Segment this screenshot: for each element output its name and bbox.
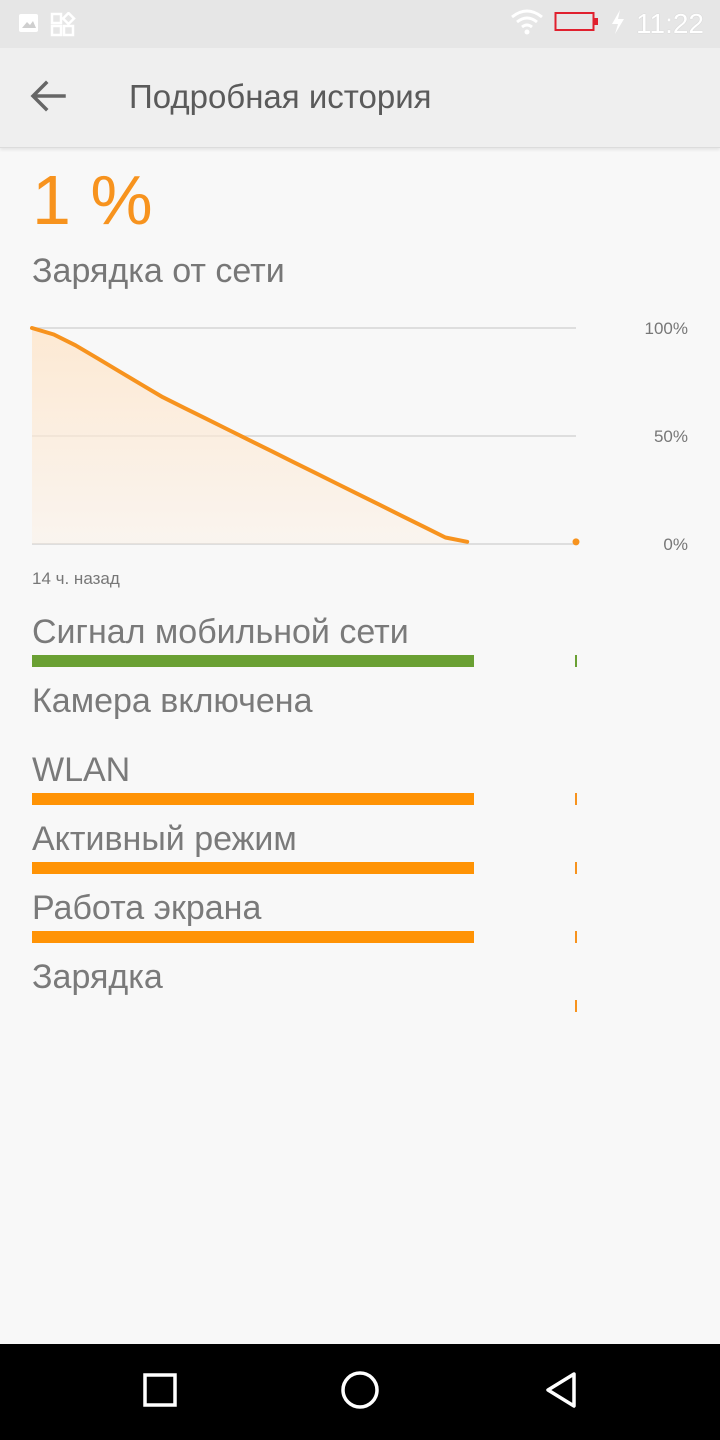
circle-home-icon: [340, 1370, 380, 1415]
back-arrow-icon: [30, 80, 66, 117]
chart-area-fill: [32, 328, 468, 544]
charging-bolt-icon: [610, 9, 626, 40]
history-row-bar: [32, 655, 474, 667]
history-row-end-tick: [575, 931, 577, 943]
y-tick-label: 100%: [645, 319, 688, 338]
home-button[interactable]: [336, 1368, 384, 1416]
history-row-bar: [32, 793, 474, 805]
page-title: Подробная история: [129, 78, 432, 115]
chart-end-point: [572, 538, 580, 546]
battery-history-chart: 100% 50% 0%: [30, 319, 688, 554]
history-row-end-tick: [575, 862, 577, 874]
recents-button[interactable]: [136, 1368, 184, 1416]
y-tick-label: 50%: [654, 427, 688, 446]
square-recents-icon: [142, 1372, 178, 1413]
history-row-label: Работа экрана: [32, 889, 262, 927]
history-row: Зарядка: [0, 945, 720, 1014]
battery-low-icon: [554, 11, 600, 38]
nav-back-button[interactable]: [536, 1368, 584, 1416]
app-bar: Подробная история: [0, 48, 720, 148]
history-row-label: Сигнал мобильной сети: [32, 613, 409, 651]
history-row-label: WLAN: [32, 751, 131, 789]
history-row: Работа экрана: [0, 876, 720, 945]
history-row-end-tick: [575, 1000, 577, 1012]
history-row-label: Активный режим: [32, 820, 297, 858]
triangle-back-icon: [542, 1370, 578, 1415]
status-clock: 11:22: [636, 8, 704, 39]
wifi-icon: [510, 8, 544, 41]
chart-x-label: 14 ч. назад: [32, 569, 120, 588]
back-button[interactable]: [22, 74, 74, 122]
history-row: Камера включена: [0, 669, 720, 738]
history-row-bar: [32, 931, 474, 943]
history-row: Активный режим: [0, 807, 720, 876]
battery-level-line: [30, 326, 470, 544]
y-tick-label: 0%: [663, 535, 688, 554]
history-row-label: Камера включена: [32, 682, 313, 720]
history-row-bar: [32, 862, 474, 874]
history-row-end-tick: [575, 655, 577, 667]
image-icon: [18, 12, 40, 43]
navigation-bar: [0, 1344, 720, 1440]
history-row: Сигнал мобильной сети: [0, 600, 720, 669]
history-row-end-tick: [575, 793, 577, 805]
status-right-icons: 11:22: [510, 6, 704, 42]
battery-percent: 1 %: [32, 161, 153, 239]
history-row-label: Зарядка: [32, 958, 163, 996]
status-bar: 11:22: [0, 0, 720, 48]
status-left-icons: [18, 11, 76, 43]
history-row: WLAN: [0, 738, 720, 807]
charging-status: Зарядка от сети: [32, 252, 285, 290]
apps-icon: [50, 11, 76, 43]
